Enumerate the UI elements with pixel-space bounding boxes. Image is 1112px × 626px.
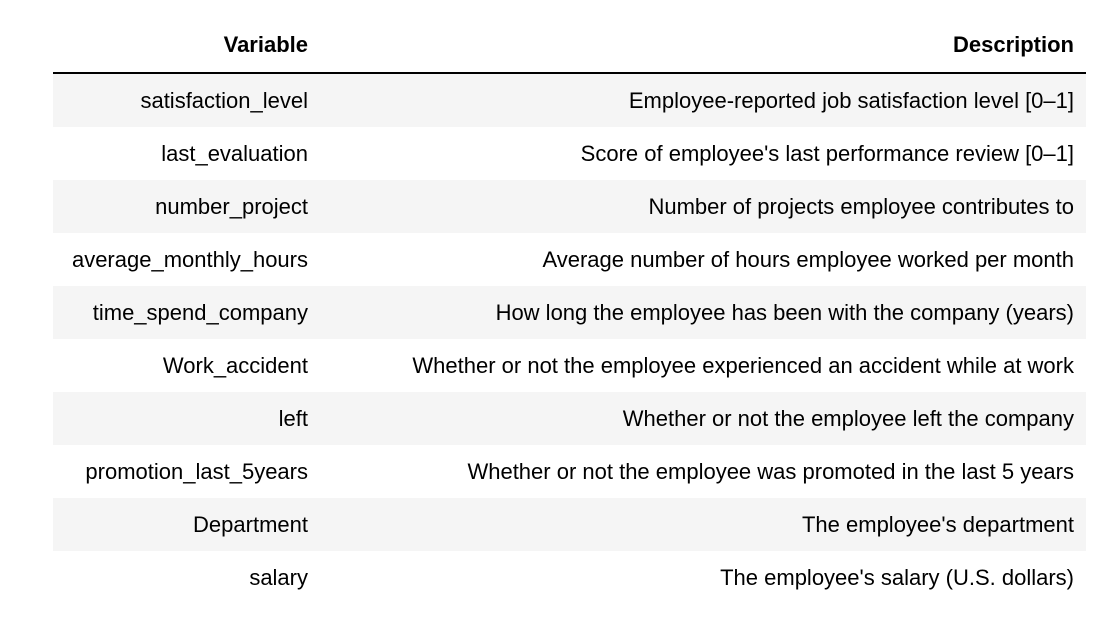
cell-description: How long the employee has been with the … <box>495 299 1074 325</box>
cell-variable: Work_accident <box>162 352 308 378</box>
table-row: promotion_last_5years Whether or not the… <box>53 445 1086 498</box>
table-header: Variable Description <box>53 18 1086 74</box>
cell-variable: satisfaction_level <box>140 87 308 113</box>
cell-variable: promotion_last_5years <box>85 458 308 484</box>
table-row: number_project Number of projects employ… <box>53 180 1086 233</box>
cell-description: Employee-reported job satisfaction level… <box>628 87 1074 113</box>
data-dictionary-table-container: Variable Description satisfaction_level … <box>53 18 1086 604</box>
cell-variable: salary <box>249 564 308 590</box>
table-row: satisfaction_level Employee-reported job… <box>53 73 1086 127</box>
cell-variable: left <box>278 405 308 431</box>
cell-description: The employee's department <box>801 511 1074 537</box>
table-row: time_spend_company How long the employee… <box>53 286 1086 339</box>
header-variable: Variable <box>53 18 320 74</box>
cell-description: Number of projects employee contributes … <box>648 193 1074 219</box>
data-dictionary-table: Variable Description satisfaction_level … <box>53 18 1086 604</box>
cell-variable: Department <box>193 511 308 537</box>
cell-description: Average number of hours employee worked … <box>542 246 1074 272</box>
cell-variable: last_evaluation <box>161 140 308 166</box>
table-body: satisfaction_level Employee-reported job… <box>53 73 1086 604</box>
table-row: left Whether or not the employee left th… <box>53 392 1086 445</box>
header-row: Variable Description <box>53 18 1086 74</box>
cell-description: The employee's salary (U.S. dollars) <box>720 564 1074 590</box>
cell-description: Whether or not the employee was promoted… <box>467 458 1074 484</box>
header-description: Description <box>320 18 1086 74</box>
table-row: salary The employee's salary (U.S. dolla… <box>53 551 1086 604</box>
table-row: last_evaluation Score of employee's last… <box>53 127 1086 180</box>
table-row: average_monthly_hours Average number of … <box>53 233 1086 286</box>
cell-description: Score of employee's last performance rev… <box>580 140 1074 166</box>
cell-description: Whether or not the employee experienced … <box>412 352 1074 378</box>
cell-variable: average_monthly_hours <box>71 246 308 272</box>
table-row: Work_accident Whether or not the employe… <box>53 339 1086 392</box>
cell-variable: number_project <box>155 193 308 219</box>
cell-variable: time_spend_company <box>92 299 308 325</box>
table-row: Department The employee's department <box>53 498 1086 551</box>
cell-description: Whether or not the employee left the com… <box>622 405 1074 431</box>
